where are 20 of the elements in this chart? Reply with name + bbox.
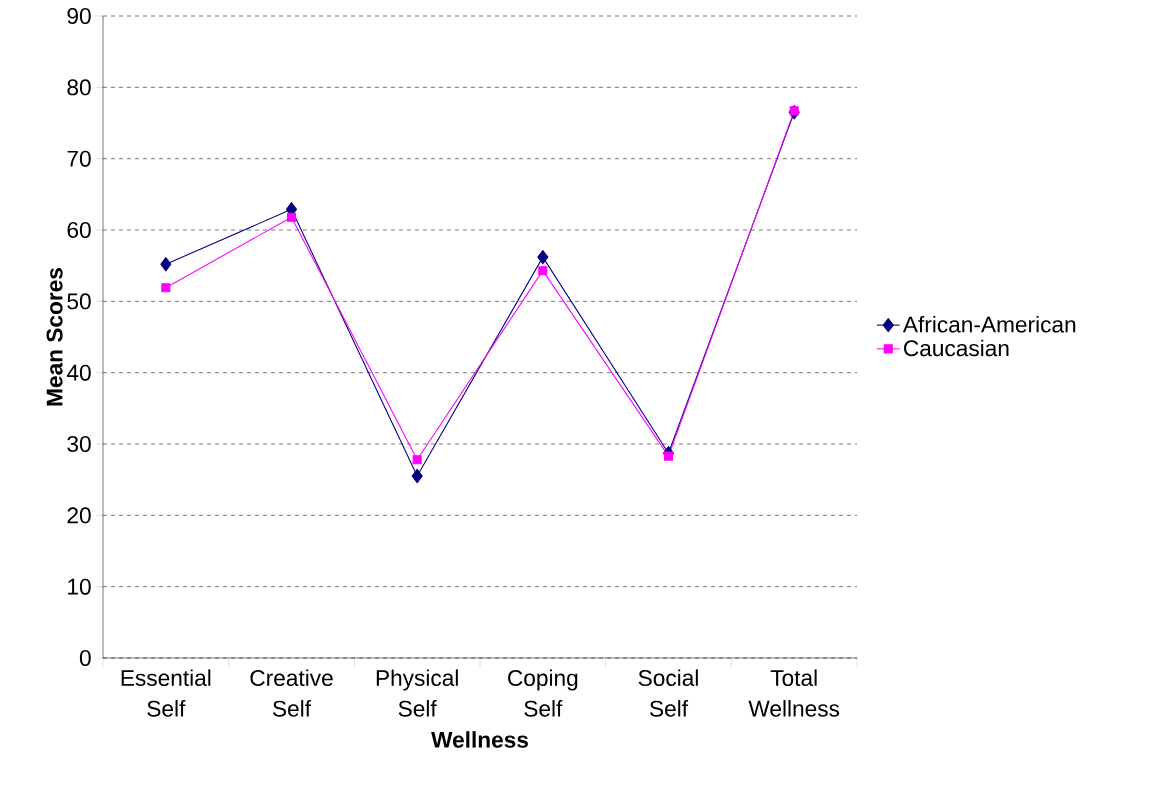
legend-label: African-American xyxy=(902,315,1076,333)
y-tick-label: 80 xyxy=(67,79,91,96)
y-tick-label: 70 xyxy=(67,150,91,167)
x-axis-title: Wellness xyxy=(431,731,528,748)
x-tick-label: Creative Self xyxy=(250,669,333,717)
y-tick-label: 20 xyxy=(67,507,91,524)
x-tick-label: Total Wellness xyxy=(748,669,840,717)
y-tick-label: 10 xyxy=(68,578,91,595)
y-tick-label: 40 xyxy=(66,364,91,381)
legend-label: Caucasian xyxy=(904,339,1009,357)
y-tick-label: 30 xyxy=(67,435,91,453)
x-tick-label: Physical Self xyxy=(376,669,458,717)
y-tick-label: 60 xyxy=(67,221,91,239)
x-tick-label: Essential Self xyxy=(121,669,211,717)
y-axis-title: Mean Scores xyxy=(46,268,63,406)
y-tick-label: 50 xyxy=(67,293,91,310)
x-tick-label: Coping Self xyxy=(508,669,578,717)
y-tick-label: 0 xyxy=(79,649,91,667)
x-tick-label: Social Self xyxy=(638,669,698,717)
y-tick-label: 90 xyxy=(67,7,91,25)
